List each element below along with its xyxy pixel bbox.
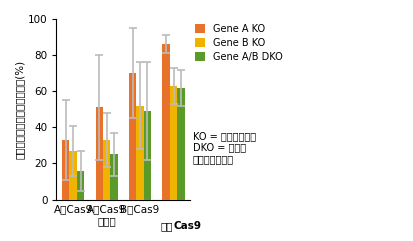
Bar <box>129 73 136 200</box>
Bar <box>77 171 84 200</box>
Bar <box>69 151 77 200</box>
Bar <box>144 111 151 200</box>
Text: Cas9: Cas9 <box>173 221 201 231</box>
Text: KO = ノックアウト
DKO = ダブル
　ノックアウト: KO = ノックアウト DKO = ダブル ノックアウト <box>193 131 256 164</box>
Bar <box>170 86 177 200</box>
Y-axis label: タンパク質ノックアウト効率(%): タンパク質ノックアウト効率(%) <box>15 60 25 159</box>
Bar <box>62 140 69 200</box>
Bar <box>136 106 144 200</box>
Bar <box>110 154 118 200</box>
Text: 弊社: 弊社 <box>161 221 173 231</box>
Legend: Gene A KO, Gene B KO, Gene A/B DKO: Gene A KO, Gene B KO, Gene A/B DKO <box>195 24 282 62</box>
Bar <box>177 88 185 200</box>
Bar <box>103 140 110 200</box>
Bar <box>95 107 103 200</box>
Bar <box>162 44 170 200</box>
